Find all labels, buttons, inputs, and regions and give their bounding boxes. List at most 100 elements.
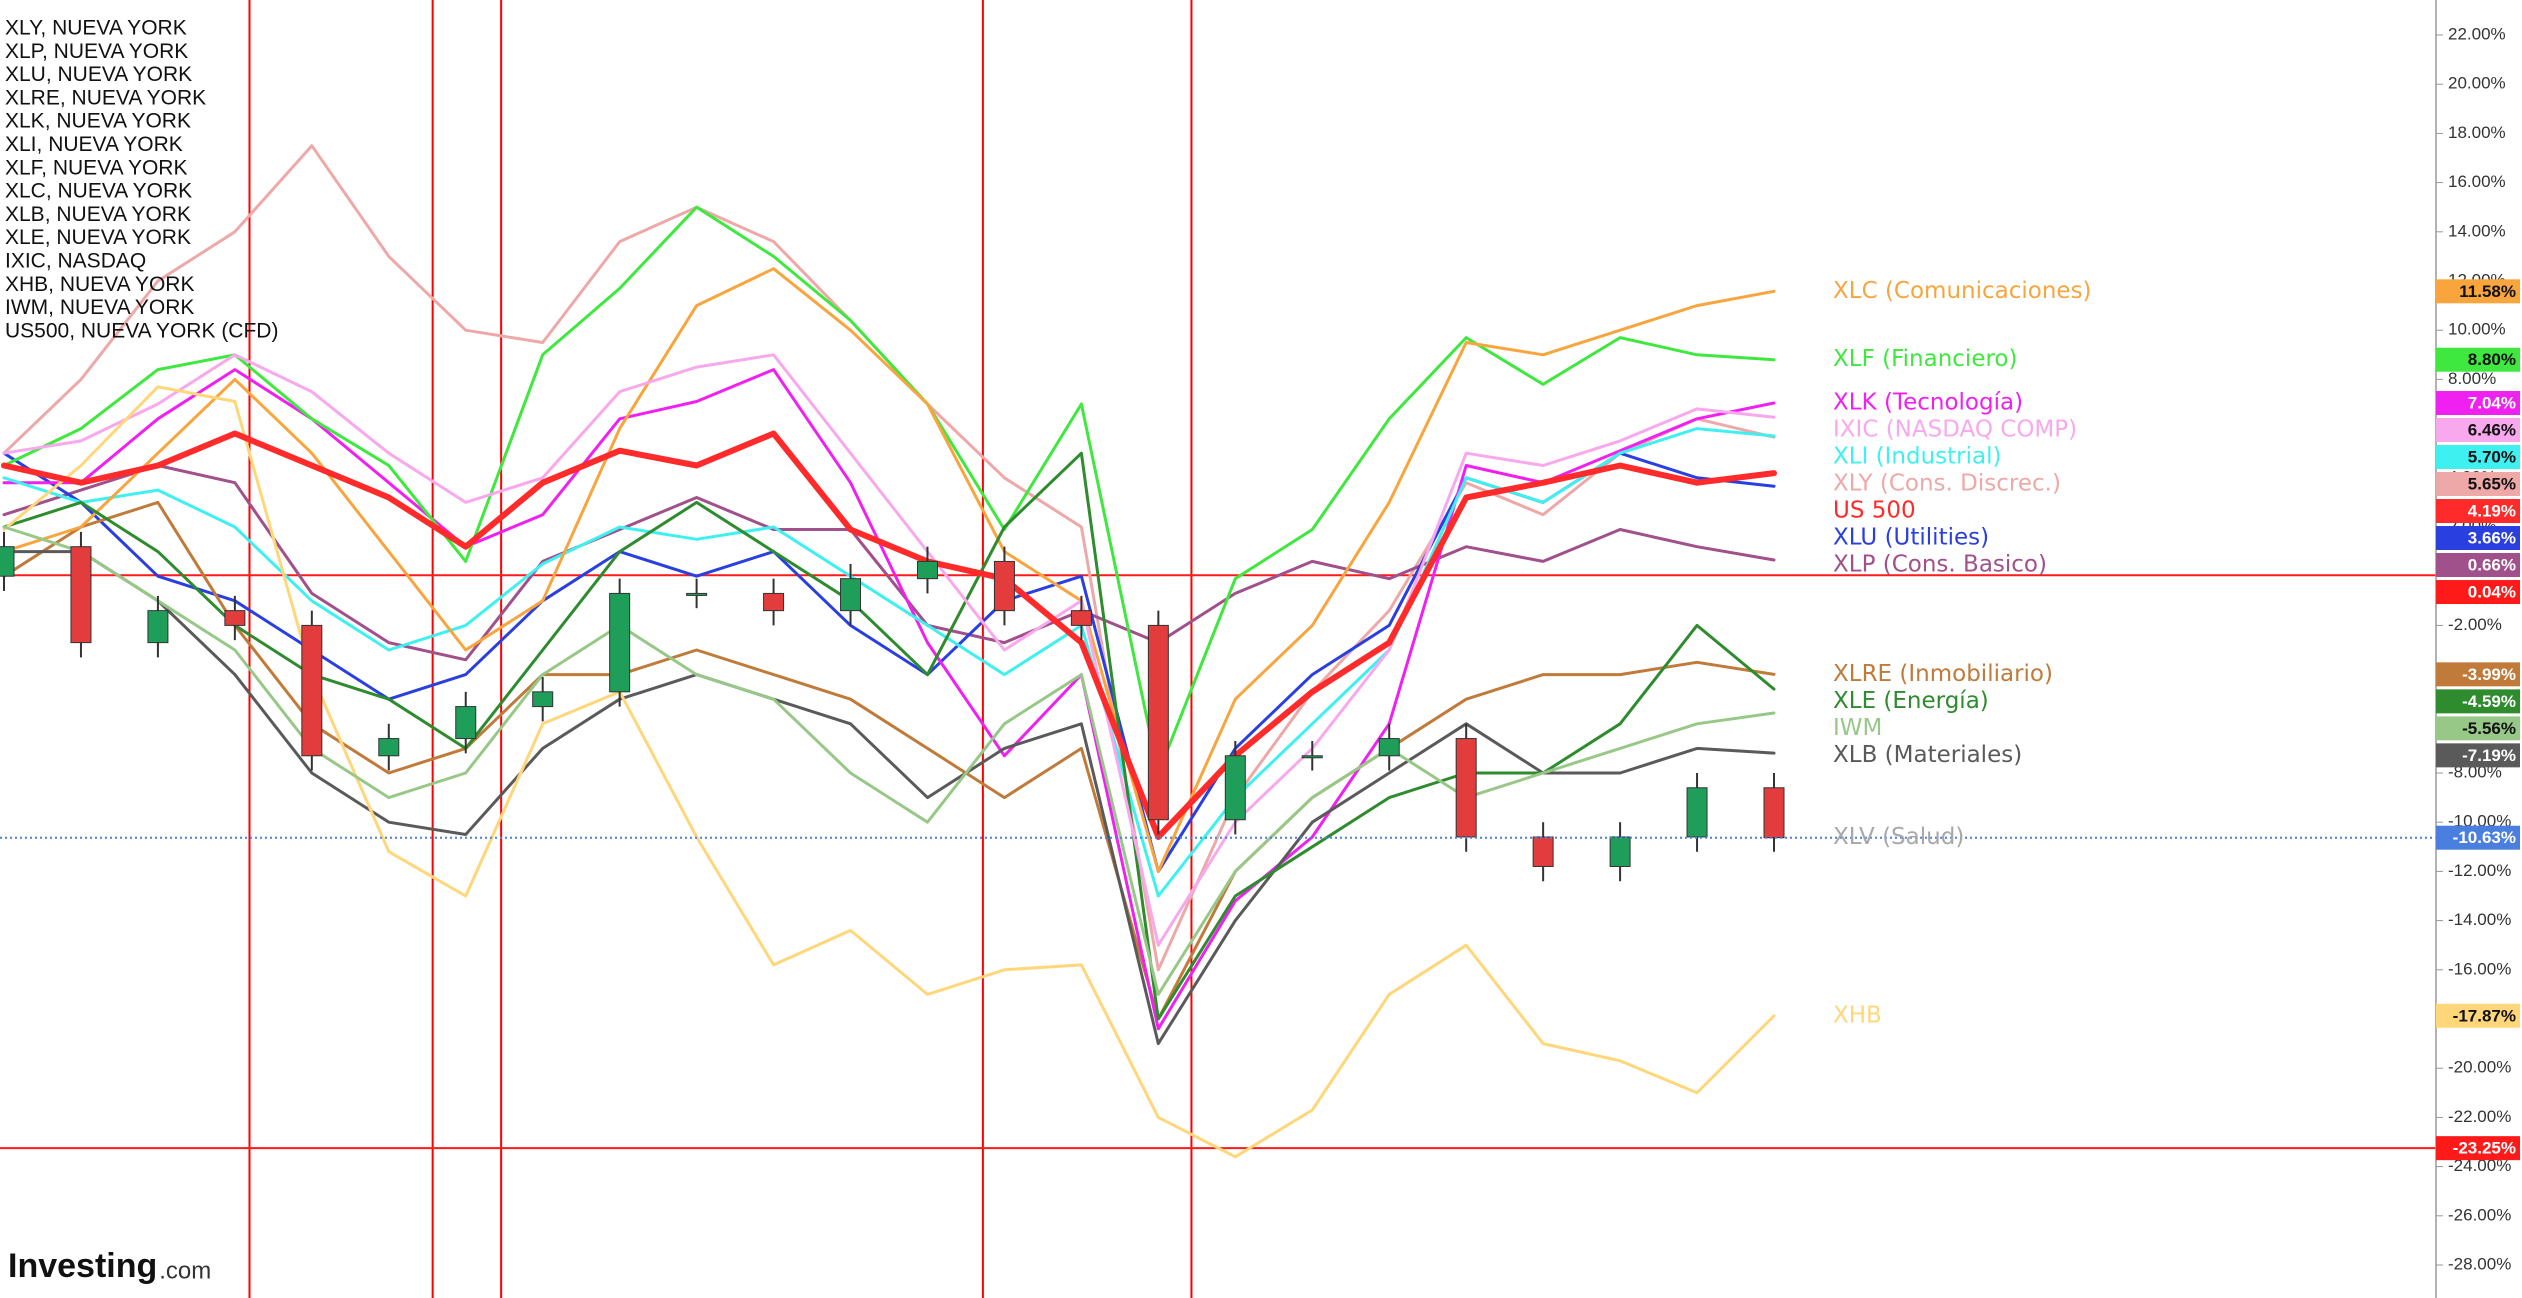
candle-body — [1301, 755, 1323, 759]
series-label: XLE (Energía) — [1833, 688, 1989, 714]
price-badge — [2436, 445, 2520, 470]
legend-entry: XLC, NUEVA YORK — [5, 180, 192, 203]
price-badge-label: -4.59% — [2462, 692, 2516, 711]
legend-entry: XLU, NUEVA YORK — [5, 63, 192, 86]
price-badge — [2436, 1003, 2520, 1028]
candle-body — [686, 592, 708, 596]
candle-body — [1455, 738, 1477, 838]
price-badge — [2436, 662, 2520, 687]
y-tick-label: 18.00% — [2448, 123, 2506, 142]
y-tick-label: -12.00% — [2448, 861, 2511, 880]
candle-body — [1070, 610, 1092, 626]
series-line — [2, 427, 1776, 898]
legend-entry: XLB, NUEVA YORK — [5, 203, 191, 226]
series-line — [2, 464, 1776, 662]
series-line — [2, 353, 1776, 947]
legend-entry: XLF, NUEVA YORK — [5, 156, 187, 179]
candle-body — [224, 610, 246, 626]
series-label: US 500 — [1833, 498, 1916, 524]
price-badge — [2436, 279, 2520, 304]
logo: Investing .com — [8, 1247, 211, 1285]
price-badge-label: -10.63% — [2453, 828, 2516, 847]
series-label: XLI (Industrial) — [1833, 444, 2001, 470]
y-tick-label: 16.00% — [2448, 172, 2506, 191]
series-label: XLV (Salud) — [1833, 824, 1964, 850]
price-badge-label: 4.19% — [2468, 502, 2516, 521]
series-label: XLF (Financiero) — [1833, 346, 2017, 372]
y-tick-label: 20.00% — [2448, 74, 2506, 93]
candle-body — [70, 546, 92, 644]
logo-text: Investing — [8, 1247, 157, 1285]
candle-body — [1224, 755, 1246, 821]
series-line — [2, 550, 1776, 1046]
series-line — [1, 430, 1777, 840]
series-label: XLU (Utilities) — [1833, 525, 1989, 551]
candle-body — [763, 592, 785, 612]
price-badge — [2436, 347, 2520, 372]
series-line — [2, 500, 1776, 1021]
price-badge-label: 8.80% — [2468, 350, 2516, 369]
price-badge-label: -17.87% — [2453, 1006, 2516, 1025]
logo-suffix: .com — [159, 1257, 211, 1284]
candle-body — [993, 560, 1015, 612]
series-label: XLRE (Inmobiliario) — [1833, 661, 2053, 687]
y-tick-label: -28.00% — [2448, 1254, 2511, 1273]
series-label: XLB (Materiales) — [1833, 742, 2022, 768]
candle-body — [1532, 836, 1554, 867]
price-badge-label: 7.04% — [2468, 394, 2516, 413]
candle-body — [1378, 738, 1400, 757]
price-badge — [2436, 1136, 2520, 1161]
y-tick-label: 8.00% — [2448, 369, 2496, 388]
candle-body — [1763, 787, 1785, 839]
price-badge-label: 0.04% — [2468, 583, 2516, 602]
legend-entry: XLP, NUEVA YORK — [5, 40, 188, 63]
legend-entry: XLY, NUEVA YORK — [5, 17, 187, 40]
candle-body — [147, 610, 169, 644]
y-tick-label: 14.00% — [2448, 221, 2506, 240]
series-line — [2, 385, 1776, 1159]
price-badge-label: -3.99% — [2462, 665, 2516, 684]
price-badge — [2436, 418, 2520, 443]
y-tick-label: -22.00% — [2448, 1107, 2511, 1126]
y-tick-label: -14.00% — [2448, 910, 2511, 929]
price-badge-label: -5.56% — [2462, 719, 2516, 738]
legend-entry: XLRE, NUEVA YORK — [5, 86, 206, 109]
candle-body — [378, 738, 400, 757]
price-badge — [2436, 526, 2520, 551]
series-line — [2, 368, 1776, 1031]
candle-body — [916, 560, 938, 580]
price-badge — [2436, 499, 2520, 524]
candle-body — [609, 592, 631, 693]
candle-body — [301, 624, 323, 757]
price-badge-label: -7.19% — [2462, 746, 2516, 765]
candle-body — [1609, 836, 1631, 867]
price-badge — [2436, 716, 2520, 741]
y-tick-label: -16.00% — [2448, 959, 2511, 978]
candle-body — [1686, 787, 1708, 838]
series-label: XLC (Comunicaciones) — [1833, 278, 2092, 304]
y-tick-label: -20.00% — [2448, 1058, 2511, 1077]
legend-entry: XLK, NUEVA YORK — [5, 110, 191, 133]
series-line — [2, 525, 1776, 996]
price-badge-label: -23.25% — [2453, 1139, 2516, 1158]
y-tick-label: 22.00% — [2448, 24, 2506, 43]
price-badge — [2436, 553, 2520, 578]
price-badge-label: 5.65% — [2468, 475, 2516, 494]
series-label: XLP (Cons. Basico) — [1833, 552, 2047, 578]
series-label: XLK (Tecnología) — [1833, 390, 2023, 416]
candle-body — [532, 691, 554, 708]
price-badge-label: 6.46% — [2468, 421, 2516, 440]
price-badge — [2436, 689, 2520, 714]
price-badge-label: 11.58% — [2459, 282, 2516, 301]
series-label: XHB — [1833, 1002, 1882, 1028]
price-badge — [2436, 580, 2520, 605]
legend-entry: US500, NUEVA YORK (CFD) — [5, 319, 278, 342]
legend-entry: XHB, NUEVA YORK — [5, 273, 194, 296]
price-badge — [2436, 391, 2520, 416]
series-line — [2, 451, 1776, 1021]
series-label: IWM — [1833, 715, 1882, 741]
legend-entry: IXIC, NASDAQ — [5, 250, 146, 273]
